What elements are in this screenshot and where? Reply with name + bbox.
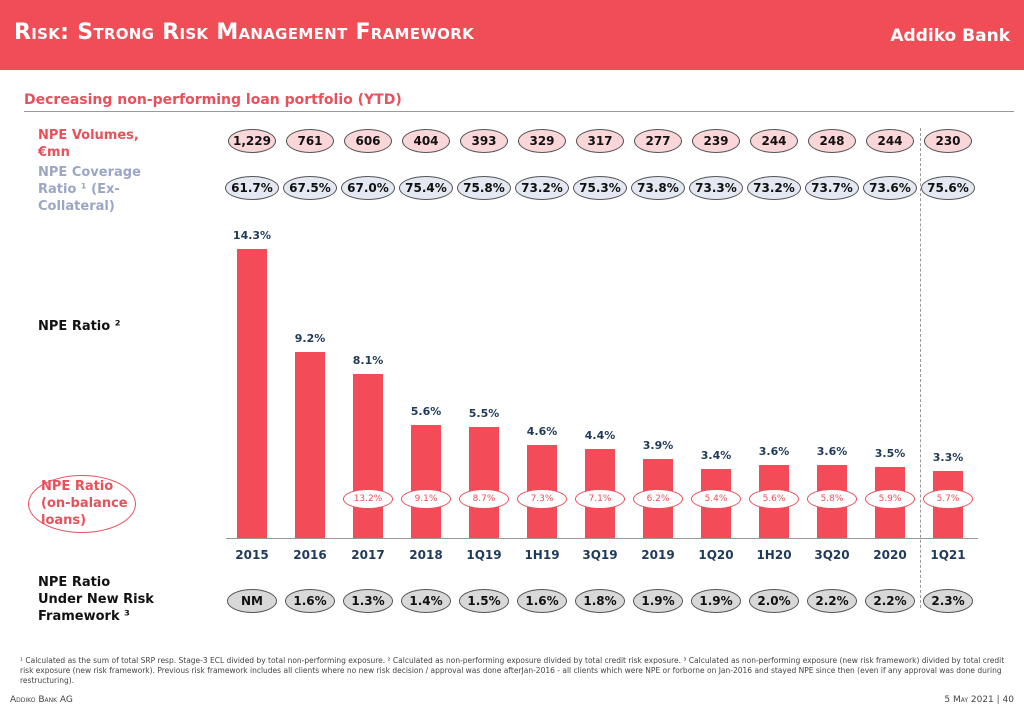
coverage-pill: 75.3% <box>573 176 627 200</box>
npe-volume-pill: 761 <box>286 129 334 153</box>
new-framework-pill: 1.3% <box>343 589 393 613</box>
coverage-pill: 61.7% <box>225 176 279 200</box>
footer-company: Addiko Bank AG <box>10 695 73 705</box>
x-tick-label: 1Q19 <box>466 548 502 562</box>
period-divider <box>920 128 921 608</box>
npe-volume-pill: 277 <box>634 129 682 153</box>
bar <box>469 426 499 538</box>
coverage-pill: 73.7% <box>805 176 859 200</box>
on-balance-pill: 7.3% <box>517 489 567 509</box>
x-tick-label: 2018 <box>409 548 443 562</box>
coverage-pill: 73.8% <box>631 176 685 200</box>
on-balance-pill: 9.1% <box>401 489 451 509</box>
x-tick-label: 3Q20 <box>814 548 850 562</box>
bar-value-label: 4.6% <box>526 425 558 439</box>
bar-value-label: 3.5% <box>874 447 906 461</box>
new-framework-pill: 1.6% <box>517 589 567 613</box>
bar-value-label: 5.5% <box>468 406 500 420</box>
coverage-pill: 73.2% <box>515 176 569 200</box>
x-tick-label: 2017 <box>351 548 385 562</box>
label-coverage: NPE Coverage Ratio ¹ (Ex-Collateral) <box>38 165 141 214</box>
coverage-pill: 75.4% <box>399 176 453 200</box>
x-tick-label: 1Q21 <box>930 548 966 562</box>
new-framework-pill: 1.9% <box>691 589 741 613</box>
new-framework-pill: 1.8% <box>575 589 625 613</box>
new-framework-pill: 2.3% <box>923 589 973 613</box>
header-bar: Risk: Strong Risk Management Framework A… <box>0 0 1024 70</box>
npe-volume-pill: 393 <box>460 129 508 153</box>
new-framework-pill: 2.0% <box>749 589 799 613</box>
npe-volume-pill: 248 <box>808 129 856 153</box>
bar-value-label: 8.1% <box>352 354 384 368</box>
coverage-pill: 75.8% <box>457 176 511 200</box>
coverage-pill: 67.5% <box>283 176 337 200</box>
divider <box>24 111 1014 112</box>
bar-value-label: 3.3% <box>932 451 964 465</box>
npe-volume-pill: 1,229 <box>228 129 276 153</box>
label-npe-volumes: NPE Volumes, €mn <box>38 128 139 160</box>
npe-volume-pill: 329 <box>518 129 566 153</box>
x-axis <box>226 538 978 539</box>
npe-volume-pill: 606 <box>344 129 392 153</box>
x-tick-label: 1H20 <box>756 548 792 562</box>
bar-value-label: 9.2% <box>294 332 326 346</box>
new-framework-pill: 1.5% <box>459 589 509 613</box>
on-balance-pill: 5.4% <box>691 489 741 509</box>
bar-value-label: 3.6% <box>816 445 848 459</box>
bar-value-label: 14.3% <box>232 229 272 242</box>
bar-value-label: 3.4% <box>700 449 732 463</box>
label-on-balance: NPE Ratio (on-balance loans) <box>28 475 136 533</box>
x-tick-label: 2015 <box>235 548 269 562</box>
on-balance-pill: 6.2% <box>633 489 683 509</box>
coverage-pill: 73.6% <box>863 176 917 200</box>
x-tick-label: 2020 <box>873 548 907 562</box>
new-framework-pill: 1.9% <box>633 589 683 613</box>
bar-value-label: 4.4% <box>584 429 616 443</box>
on-balance-pill: 5.6% <box>749 489 799 509</box>
section-subtitle: Decreasing non-performing loan portfolio… <box>24 92 402 108</box>
on-balance-pill: 8.7% <box>459 489 509 509</box>
npe-volume-pill: 239 <box>692 129 740 153</box>
bar <box>237 249 267 538</box>
x-tick-label: 3Q19 <box>582 548 618 562</box>
bar-value-label: 5.6% <box>410 404 442 418</box>
footer-date-page: 5 May 2021 | 40 <box>944 695 1014 705</box>
on-balance-pill: 5.7% <box>923 489 973 509</box>
coverage-pill: 75.6% <box>921 176 975 200</box>
logo: Addiko Bank <box>890 26 1010 46</box>
npe-volume-pill: 317 <box>576 129 624 153</box>
coverage-pill: 67.0% <box>341 176 395 200</box>
on-balance-pill: 5.8% <box>807 489 857 509</box>
label-npe-ratio: NPE Ratio ² <box>38 319 121 334</box>
coverage-pill: 73.3% <box>689 176 743 200</box>
x-tick-label: 1H19 <box>524 548 560 562</box>
on-balance-pill: 13.2% <box>343 489 393 509</box>
npe-volume-pill: 244 <box>750 129 798 153</box>
bar-value-label: 3.6% <box>758 445 790 459</box>
npe-volume-pill: 244 <box>866 129 914 153</box>
coverage-pill: 73.2% <box>747 176 801 200</box>
bar <box>295 352 325 538</box>
on-balance-pill: 7.1% <box>575 489 625 509</box>
new-framework-pill: 1.4% <box>401 589 451 613</box>
new-framework-pill: 1.6% <box>285 589 335 613</box>
on-balance-pill: 5.9% <box>865 489 915 509</box>
page-title: Risk: Strong Risk Management Framework <box>14 20 474 45</box>
new-framework-pill: 2.2% <box>865 589 915 613</box>
npe-volume-pill: 404 <box>402 129 450 153</box>
bar <box>353 374 383 538</box>
x-tick-label: 1Q20 <box>698 548 734 562</box>
new-framework-pill: 2.2% <box>807 589 857 613</box>
label-new-framework: NPE Ratio Under New Risk Framework ³ <box>38 575 154 624</box>
bar <box>411 424 441 538</box>
new-framework-pill: NM <box>227 589 277 613</box>
npe-volume-pill: 230 <box>924 129 972 153</box>
x-tick-label: 2019 <box>641 548 675 562</box>
footnote: ¹ Calculated as the sum of total SRP res… <box>20 656 1005 685</box>
bar-value-label: 3.9% <box>642 439 674 453</box>
x-tick-label: 2016 <box>293 548 327 562</box>
